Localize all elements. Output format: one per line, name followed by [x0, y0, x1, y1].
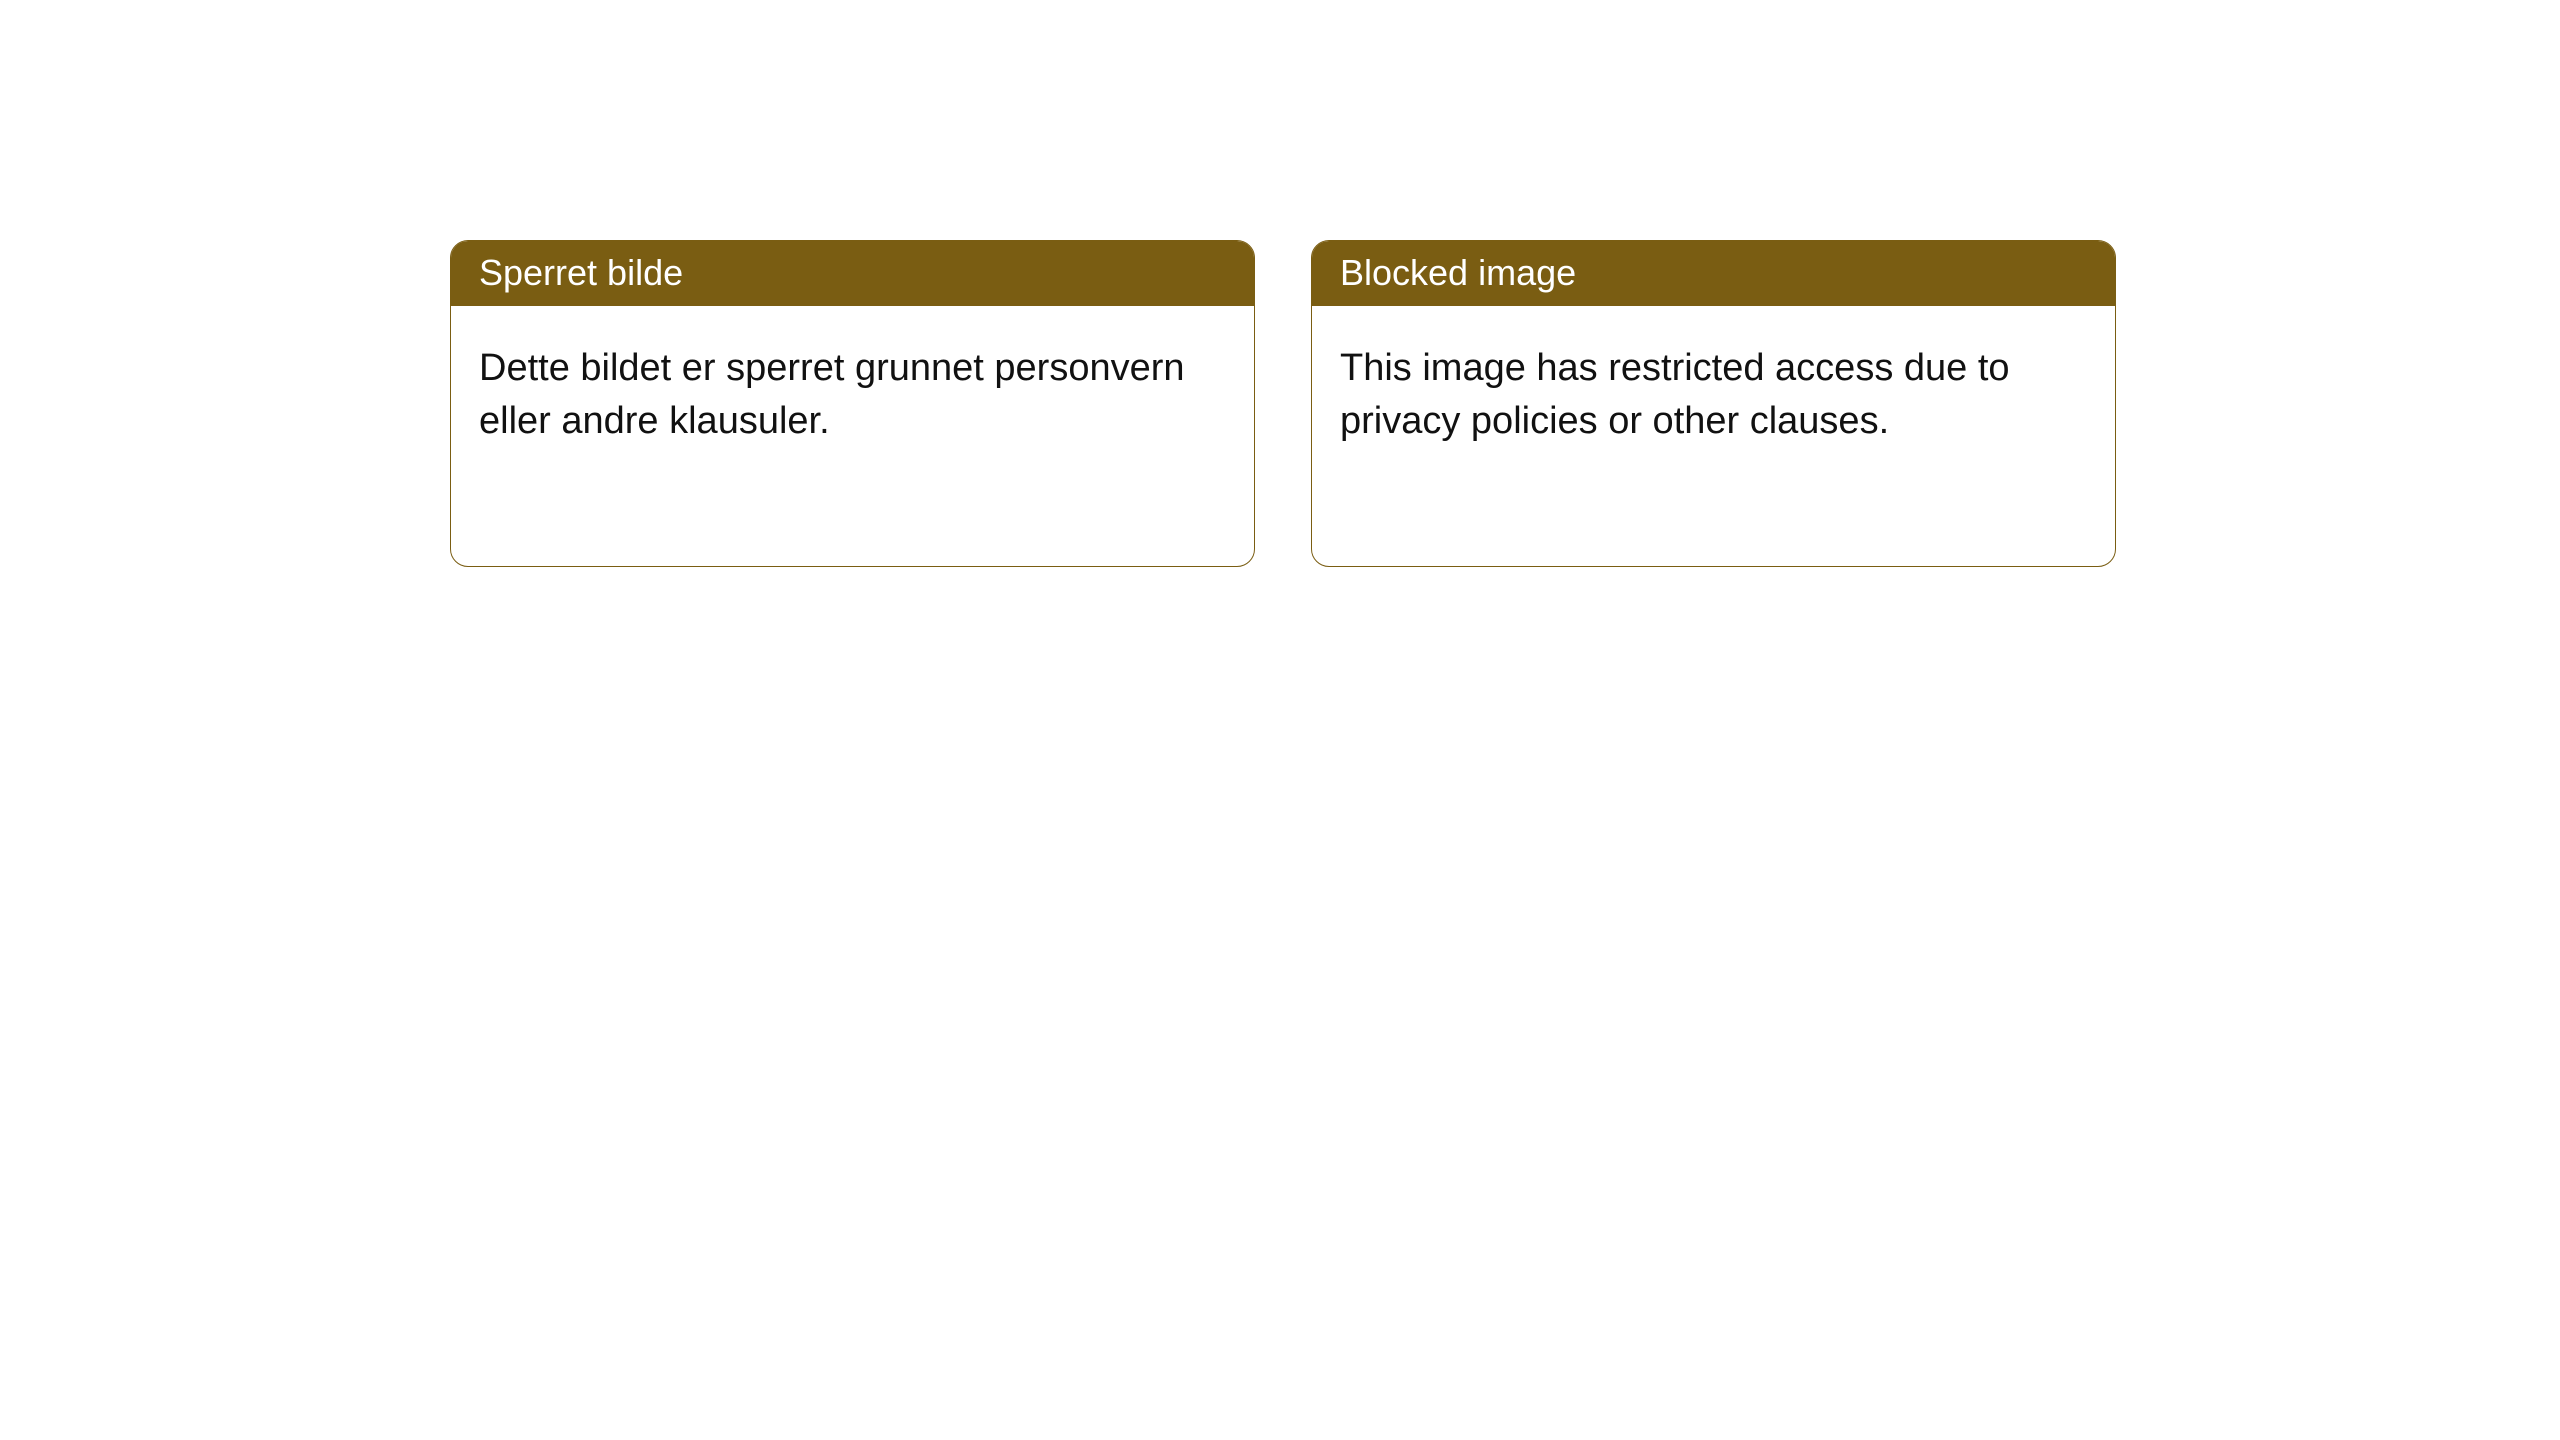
- notice-body-no: Dette bildet er sperret grunnet personve…: [451, 306, 1254, 566]
- notice-box-en: Blocked image This image has restricted …: [1311, 240, 2116, 567]
- notice-header-no: Sperret bilde: [451, 241, 1254, 306]
- notice-body-en: This image has restricted access due to …: [1312, 306, 2115, 566]
- notice-header-en: Blocked image: [1312, 241, 2115, 306]
- notice-box-no: Sperret bilde Dette bildet er sperret gr…: [450, 240, 1255, 567]
- notice-container: Sperret bilde Dette bildet er sperret gr…: [450, 240, 2116, 567]
